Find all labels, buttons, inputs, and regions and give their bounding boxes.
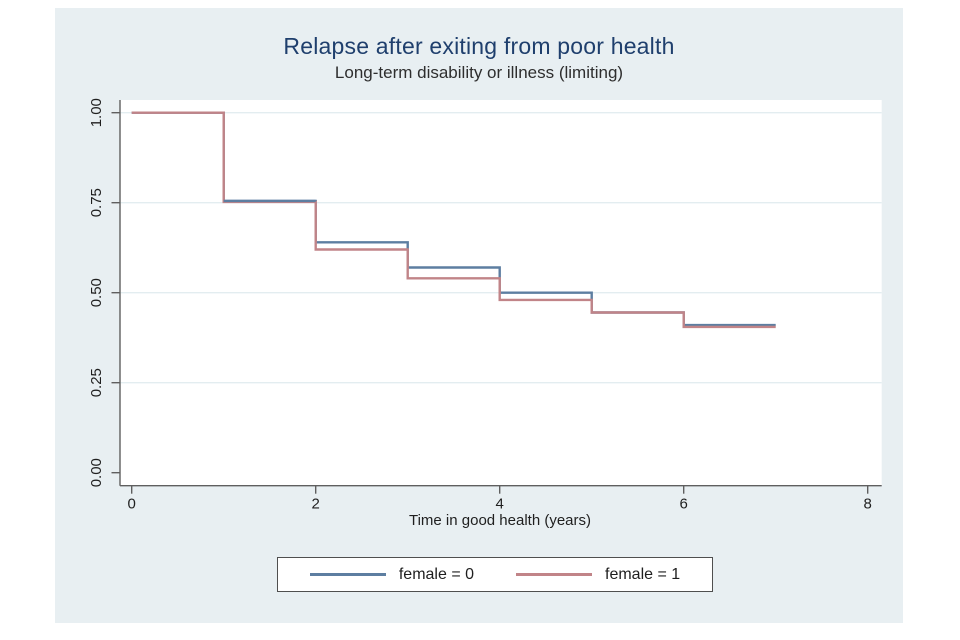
chart-subtitle: Long-term disability or illness (limitin… xyxy=(334,63,624,82)
chart-title: Relapse after exiting from poor health xyxy=(283,33,675,59)
y-tick-label: 0.25 xyxy=(88,368,105,397)
x-tick-label: 6 xyxy=(680,496,688,513)
y-tick-label: 0.00 xyxy=(88,458,105,487)
legend-label-female-1: female = 1 xyxy=(605,565,681,583)
legend: female = 0 female = 1 xyxy=(277,557,713,592)
x-tick-label: 4 xyxy=(496,496,504,513)
legend-entry-female-1: female = 1 xyxy=(516,566,680,584)
y-tick-label: 1.00 xyxy=(88,98,105,127)
legend-line-female-0-icon xyxy=(309,573,386,576)
x-tick-label: 8 xyxy=(864,496,872,513)
x-tick-label: 0 xyxy=(128,496,136,513)
legend-line-female-1-icon xyxy=(516,573,592,576)
x-axis-title: Time in good health (years) xyxy=(408,512,592,529)
legend-entry-female-0: female = 0 xyxy=(309,565,474,584)
x-tick-label: 2 xyxy=(312,496,320,513)
legend-label-female-0: female = 0 xyxy=(398,565,474,583)
y-tick-label: 0.50 xyxy=(88,278,105,307)
y-tick-label: 0.75 xyxy=(88,188,105,217)
